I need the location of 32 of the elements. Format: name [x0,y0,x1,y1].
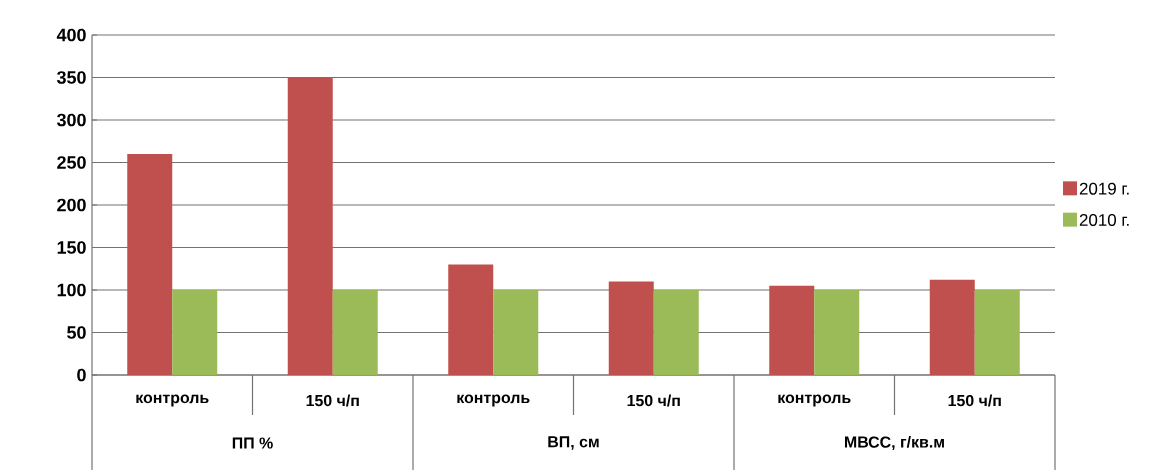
y-tick-label: 150 [57,241,86,254]
bar [493,290,539,375]
legend-label: 2010 г. [1079,213,1129,226]
y-tick-label: 50 [67,326,86,339]
y-tick-label: 250 [57,156,86,169]
bar [172,290,218,375]
legend-label: 2019 г. [1079,182,1129,195]
bar [769,285,815,375]
x-tick-label: контроль [778,394,851,407]
bar [608,281,654,375]
bar [653,290,699,375]
bar [929,279,975,375]
y-tick-label: 350 [56,71,86,84]
x-tick-label: 150 ч/п [306,394,359,407]
bar [974,290,1020,375]
text: ВП, см [548,436,599,450]
y-tick-label: 100 [57,283,86,297]
bar [814,290,860,375]
x-tick-label: 150 ч/п [627,394,680,407]
x-tick-label: 150 ч/п [948,394,1001,407]
bar [332,290,378,375]
y-tick-label: 400 [56,28,86,42]
x-tick-label: контроль [136,394,209,407]
y-tick-label: 0 [77,368,86,382]
text: ПП % [232,437,273,449]
y-tick-label: 200 [57,198,86,212]
bar [448,264,494,375]
y-tick-label: 300 [56,113,86,127]
x-tick-label: контроль [457,394,530,407]
bar [127,154,173,375]
bar [287,77,333,375]
text: МВСС, г/кв.м [845,436,944,451]
